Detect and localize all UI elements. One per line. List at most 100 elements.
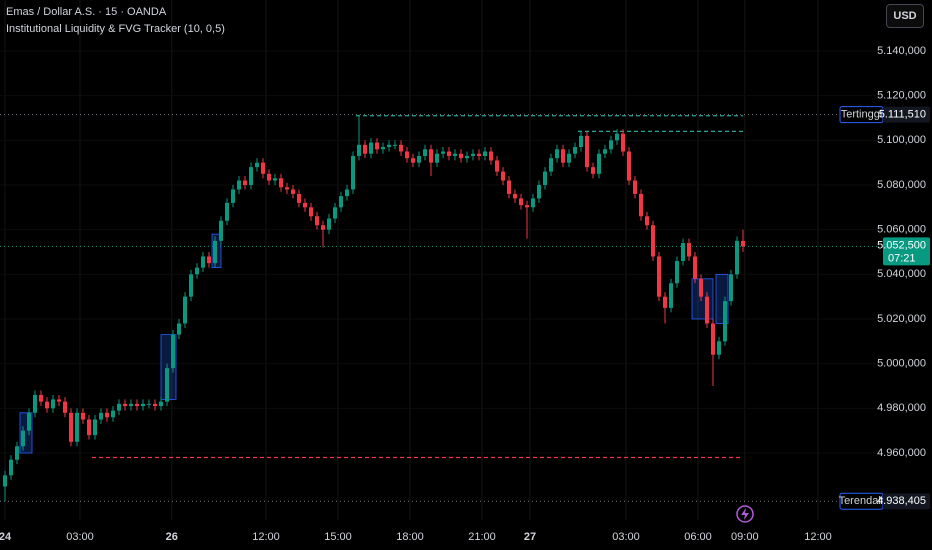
- candle-body: [74, 412, 79, 442]
- candle-body: [447, 151, 451, 156]
- candle-body: [531, 198, 536, 208]
- plot-area: [0, 114, 880, 502]
- x-tick-label: 06:00: [684, 531, 712, 543]
- candle-body: [603, 149, 608, 154]
- candle-body: [567, 153, 572, 163]
- candle-body: [296, 193, 301, 203]
- y-tick-label: 5.000,000: [877, 358, 926, 370]
- candle-body: [134, 403, 139, 407]
- candle-body: [663, 296, 668, 308]
- candle-body: [621, 133, 626, 152]
- candle-body: [332, 207, 337, 219]
- candle-body: [164, 368, 169, 402]
- candle-body: [242, 180, 247, 186]
- tag-name: Terendah: [839, 495, 885, 507]
- candle-body: [206, 256, 211, 264]
- x-tick-label: 09:00: [731, 531, 759, 543]
- currency-button[interactable]: USD: [886, 4, 924, 28]
- candle-body: [465, 155, 469, 159]
- candle-body: [489, 151, 494, 161]
- candle-body: [392, 144, 397, 146]
- x-tick-label: 15:00: [324, 531, 352, 543]
- tag-value: 4.938,405: [877, 495, 926, 507]
- candle-body: [122, 403, 127, 407]
- candle-body: [645, 216, 650, 226]
- alert-icon[interactable]: [736, 505, 754, 523]
- candle-body: [56, 399, 61, 402]
- candle-body: [8, 459, 13, 476]
- candle-body: [471, 153, 475, 156]
- candle-body: [398, 144, 403, 152]
- candle-body: [537, 185, 542, 199]
- candle-body: [140, 403, 145, 407]
- y-tick-label: 4.960,000: [877, 447, 926, 459]
- candle-body: [314, 216, 319, 226]
- candle-body: [597, 153, 602, 174]
- candle-body: [459, 153, 463, 159]
- candle-body: [573, 147, 578, 154]
- candle-body: [579, 135, 584, 148]
- candle-body: [182, 296, 187, 324]
- y-tick-label: 5.080,000: [877, 179, 926, 191]
- candle-body: [260, 162, 265, 174]
- candle-body: [519, 198, 524, 206]
- countdown: 07:21: [888, 252, 916, 264]
- candle-body: [693, 256, 698, 279]
- x-tick-label: 24: [0, 531, 12, 543]
- candle-body: [681, 243, 686, 261]
- candle-body: [308, 207, 313, 217]
- x-tick-label: 03:00: [612, 531, 640, 543]
- candle-body: [350, 155, 355, 190]
- candle-body: [477, 153, 482, 156]
- candle-body: [230, 189, 235, 203]
- candle-body: [170, 334, 175, 369]
- candle-body: [513, 193, 518, 199]
- candle-body: [374, 142, 379, 150]
- candle-body: [495, 160, 500, 172]
- y-tick-label: 5.020,000: [877, 313, 926, 325]
- candle-body: [699, 278, 704, 297]
- candle-body: [423, 149, 427, 156]
- candle-body: [615, 133, 620, 141]
- candle-body: [483, 151, 488, 156]
- candle-body: [627, 151, 632, 181]
- tag-value-box: [883, 493, 930, 510]
- x-tick-label: 26: [166, 531, 178, 543]
- candle-body: [62, 401, 67, 413]
- candle-body: [146, 403, 151, 405]
- candle-body: [386, 144, 391, 148]
- candle-body: [362, 144, 367, 154]
- candle-body: [2, 475, 7, 487]
- candle-body: [158, 401, 163, 407]
- candle-body: [236, 180, 241, 190]
- candle-body: [38, 394, 43, 402]
- candle-body: [705, 296, 710, 324]
- candle-body: [549, 158, 554, 172]
- candle-body: [723, 301, 728, 342]
- candle-body: [32, 394, 37, 413]
- candle-body: [609, 140, 614, 150]
- y-tick-label: 5.140,000: [877, 45, 926, 57]
- candle-body: [675, 260, 680, 284]
- candle-body: [266, 173, 271, 181]
- candle-body: [717, 341, 722, 355]
- candle-body: [429, 149, 433, 163]
- candle-body: [86, 419, 91, 436]
- candle-body: [110, 410, 115, 418]
- candle-body: [104, 412, 109, 418]
- candle-body: [152, 403, 157, 407]
- tag-value-box: [883, 106, 930, 123]
- last-price-box: [883, 237, 930, 266]
- candle-body: [417, 155, 421, 163]
- candle-body: [501, 171, 506, 181]
- candle-body: [356, 144, 361, 156]
- candle-body: [200, 256, 205, 268]
- candle-body: [411, 158, 415, 163]
- candle-body: [525, 205, 530, 208]
- candle-body: [735, 240, 740, 275]
- candle-body: [380, 147, 385, 150]
- candle-body: [657, 256, 662, 297]
- candle-body: [543, 171, 548, 186]
- candle-body: [320, 225, 325, 230]
